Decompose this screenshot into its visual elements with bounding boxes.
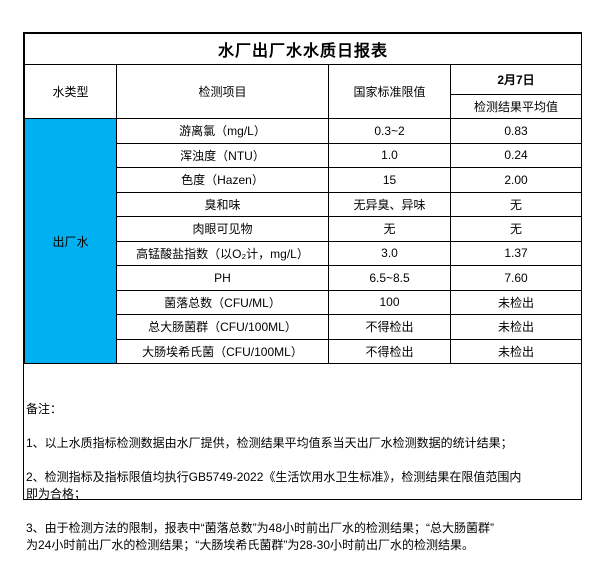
cell-item: 总大肠菌群（CFU/100ML） xyxy=(116,314,329,340)
table-row: 水类型 检测项目 国家标准限值 2月7日 xyxy=(24,64,583,119)
table-row: 总大肠菌群（CFU/100ML） 不得检出 未检出 xyxy=(25,314,583,340)
cell-result: 7.60 xyxy=(449,265,583,291)
cell-limit: 3.0 xyxy=(328,240,451,266)
cell-item: PH xyxy=(116,265,329,291)
cell-result: 2.00 xyxy=(449,167,583,193)
table-row: 出厂水 游离氯（mg/L） 0.3~2 0.83 xyxy=(24,118,583,364)
table-row: 浑浊度（NTU） 1.0 0.24 xyxy=(25,142,583,168)
col-header-date: 2月7日 xyxy=(449,64,583,95)
cell-item: 游离氯（mg/L） xyxy=(116,118,329,144)
notes-title: 备注： xyxy=(26,402,63,416)
col-header-standard-limit: 国家标准限值 xyxy=(328,64,451,119)
note-line-2: 2、检测指标及指标限值均执行GB5749-2022《生活饮用水卫生标准》，检测结… xyxy=(26,470,522,501)
cell-limit: 6.5~8.5 xyxy=(328,265,451,291)
table-row: 肉眼可见物 无 无 xyxy=(25,216,583,242)
cell-item: 高锰酸盐指数（以O₂计，mg/L） xyxy=(116,240,329,266)
cell-limit: 1.0 xyxy=(328,142,451,168)
cell-limit: 不得检出 xyxy=(328,314,451,340)
table-row: 大肠埃希氏菌（CFU/100ML） 不得检出 未检出 xyxy=(25,338,583,364)
notes-section: 备注： 1、以上水质指标检测数据由水厂提供，检测结果平均值系当天出厂水检测数据的… xyxy=(24,384,581,571)
cell-result: 无 xyxy=(449,216,583,242)
table-row: 臭和味 无异臭、异味 无 xyxy=(25,191,583,217)
cell-item: 色度（Hazen） xyxy=(116,167,329,193)
report-title: 水厂出厂水水质日报表 xyxy=(23,33,583,65)
cell-item: 大肠埃希氏菌（CFU/100ML） xyxy=(116,338,329,364)
cell-result: 1.37 xyxy=(449,240,583,266)
cell-item: 臭和味 xyxy=(116,191,329,217)
col-header-avg-result: 检测结果平均值 xyxy=(449,94,583,119)
cell-limit: 15 xyxy=(328,167,451,193)
table-row: PH 6.5~8.5 7.60 xyxy=(25,265,583,291)
water-quality-table: 水厂出厂水水质日报表 水类型 检测项目 国家标准限值 2月7日 检测结果平均值 … xyxy=(23,33,583,364)
table-row: 水厂出厂水水质日报表 xyxy=(23,33,583,65)
col-header-test-item: 检测项目 xyxy=(116,64,329,119)
cell-limit: 100 xyxy=(328,289,451,315)
cell-result: 0.24 xyxy=(449,142,583,168)
cell-limit: 不得检出 xyxy=(328,338,451,364)
table-row: 高锰酸盐指数（以O₂计，mg/L） 3.0 1.37 xyxy=(25,240,583,266)
note-line-1: 1、以上水质指标检测数据由水厂提供，检测结果平均值系当天出厂水检测数据的统计结果… xyxy=(26,436,513,450)
daily-report-container: 水厂出厂水水质日报表 水类型 检测项目 国家标准限值 2月7日 检测结果平均值 … xyxy=(23,32,583,552)
water-type-cell: 出厂水 xyxy=(24,118,117,364)
cell-limit: 无 xyxy=(328,216,451,242)
cell-result: 无 xyxy=(449,191,583,217)
cell-item: 浑浊度（NTU） xyxy=(116,142,329,168)
cell-item: 肉眼可见物 xyxy=(116,216,329,242)
cell-limit: 0.3~2 xyxy=(328,118,451,144)
cell-result: 未检出 xyxy=(449,289,583,315)
cell-result: 未检出 xyxy=(449,338,583,364)
cell-result: 0.83 xyxy=(449,118,583,144)
cell-limit: 无异臭、异味 xyxy=(328,191,451,217)
table-row: 色度（Hazen） 15 2.00 xyxy=(25,167,583,193)
table-row: 菌落总数（CFU/ML） 100 未检出 xyxy=(25,289,583,315)
col-header-water-type: 水类型 xyxy=(24,64,117,119)
note-line-3: 3、由于检测方法的限制，报表中“菌落总数”为48小时前出厂水的检测结果；“总大肠… xyxy=(26,521,495,552)
cell-item: 菌落总数（CFU/ML） xyxy=(116,289,329,315)
cell-result: 未检出 xyxy=(449,314,583,340)
table-row: 检测结果平均值 xyxy=(25,94,583,119)
